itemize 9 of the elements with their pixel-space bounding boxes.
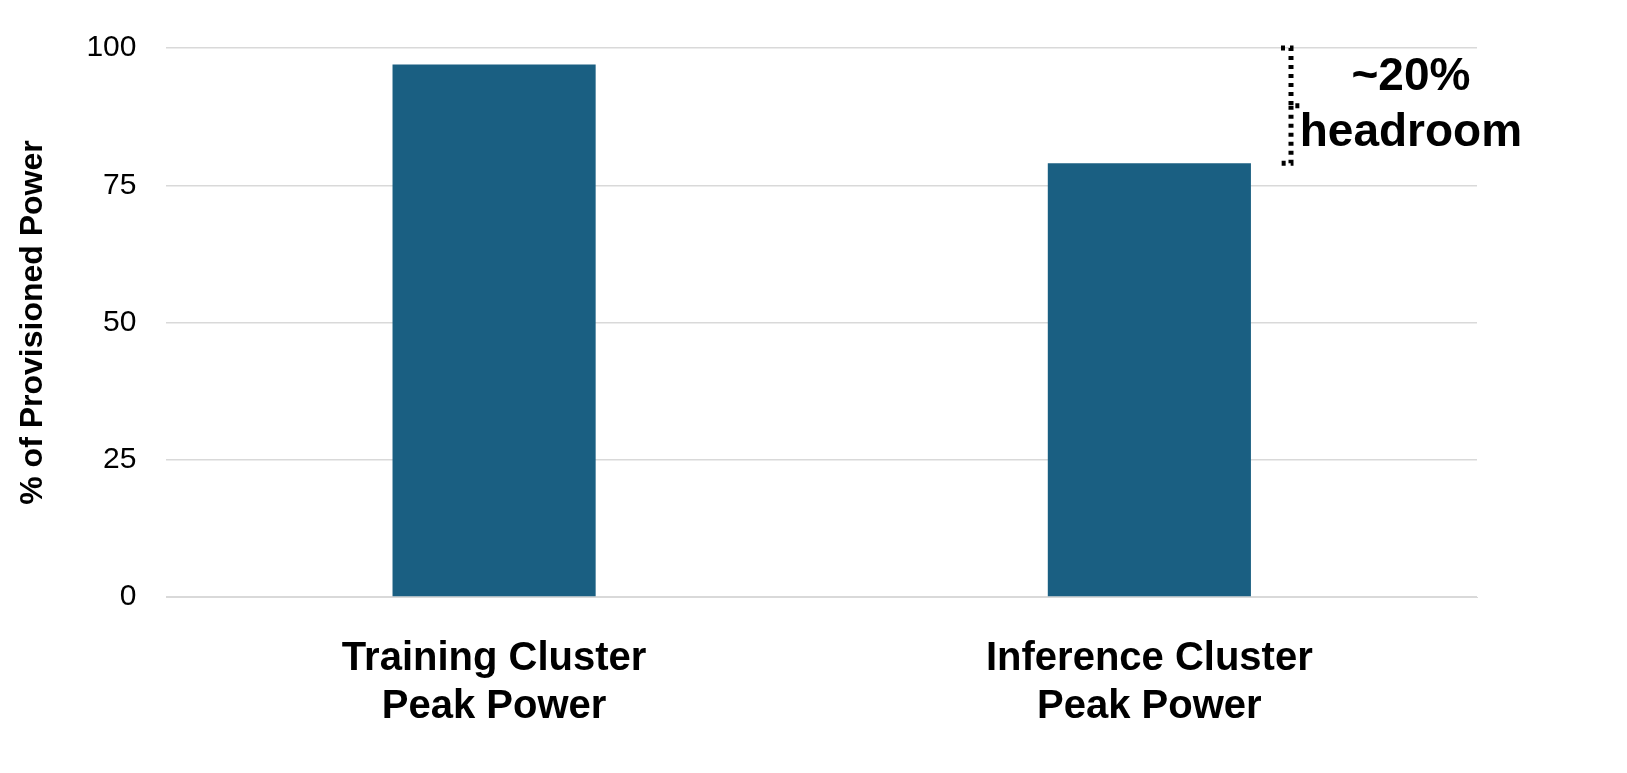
annotation: ~20% headroom bbox=[1299, 48, 1523, 157]
y-tick-label: 75 bbox=[103, 166, 137, 200]
y-tick-label: 25 bbox=[103, 441, 137, 475]
y-tick-label: 50 bbox=[103, 303, 137, 337]
y-tick-label: 0 bbox=[119, 578, 137, 612]
y-tick-label: 100 bbox=[86, 29, 137, 63]
x-tick-label: Training Cluster Peak Power bbox=[341, 634, 647, 727]
x-tick-label: Inference Cluster Peak Power bbox=[985, 634, 1313, 727]
y-axis-title: % of Provisioned Power bbox=[13, 140, 50, 505]
